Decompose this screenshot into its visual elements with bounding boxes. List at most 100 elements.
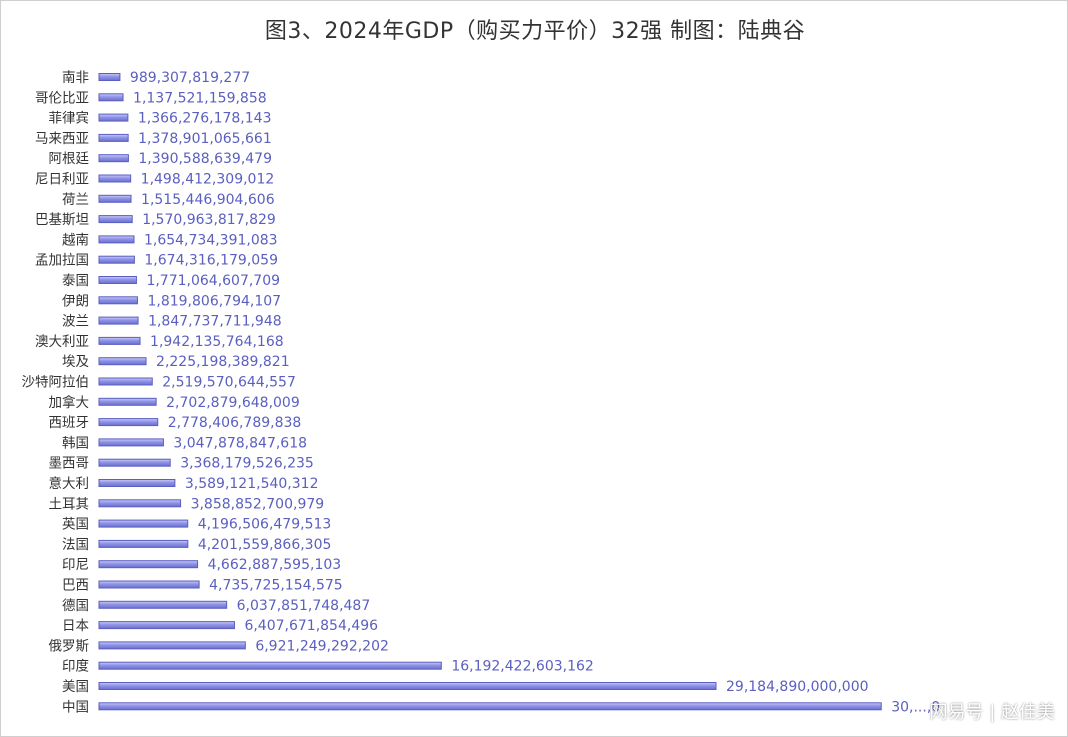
bar <box>98 682 717 690</box>
bar <box>98 174 132 183</box>
bar <box>98 377 153 386</box>
category-label: 日本 <box>62 618 89 634</box>
bar <box>98 215 133 224</box>
bar <box>98 519 189 528</box>
category-label: 菲律宾 <box>49 111 90 127</box>
category-label: 沙特阿拉伯 <box>22 375 90 391</box>
category-label: 澳大利亚 <box>35 334 89 350</box>
category-label: 英国 <box>62 516 89 533</box>
bar <box>98 73 121 81</box>
value-label: 1,515,446,904,606 <box>141 192 275 208</box>
value-label: 3,047,878,847,618 <box>173 435 307 451</box>
category-label: 印尼 <box>62 557 89 573</box>
watermark: 网易号 | 赵佳美 <box>929 702 1055 723</box>
category-label: 俄罗斯 <box>49 638 90 654</box>
bar <box>98 357 147 366</box>
category-label: 土耳其 <box>49 496 90 512</box>
bar <box>98 438 164 447</box>
value-label: 1,498,412,309,012 <box>141 172 275 188</box>
bar <box>98 458 171 467</box>
value-label: 1,847,737,711,948 <box>148 314 282 330</box>
value-label: 1,942,135,764,168 <box>150 334 284 350</box>
value-label: 2,519,570,644,557 <box>162 375 296 391</box>
bar <box>98 580 200 589</box>
value-label: 4,196,506,479,513 <box>198 517 332 533</box>
value-label: 16,192,422,603,162 <box>451 659 594 675</box>
value-label: 4,662,887,595,103 <box>208 557 342 573</box>
bar <box>98 113 129 122</box>
bar <box>98 93 124 102</box>
value-label: 4,735,725,154,575 <box>209 578 343 594</box>
value-label: 1,674,316,179,059 <box>144 253 278 269</box>
bar <box>98 499 182 508</box>
category-label: 越南 <box>62 232 89 248</box>
value-label: 3,368,179,526,235 <box>180 456 314 472</box>
value-label: 6,037,851,748,487 <box>237 598 371 614</box>
category-label: 巴西 <box>62 578 89 594</box>
category-label: 韩国 <box>62 435 89 451</box>
category-label: 印度 <box>62 659 89 675</box>
value-label: 1,366,276,178,143 <box>138 111 272 127</box>
category-label: 尼日利亚 <box>35 172 89 188</box>
bar <box>98 154 129 163</box>
category-label: 美国 <box>62 679 89 695</box>
value-label: 1,819,806,794,107 <box>147 293 281 309</box>
bar <box>98 479 176 487</box>
bar <box>98 336 141 345</box>
bar <box>98 661 442 670</box>
value-label: 6,921,249,292,202 <box>255 638 389 654</box>
category-label: 中国 <box>62 699 89 715</box>
category-label: 法国 <box>62 537 89 553</box>
value-label: 1,654,734,391,083 <box>144 232 278 248</box>
category-label: 西班牙 <box>49 415 90 431</box>
category-label: 意大利 <box>49 475 90 492</box>
chart-title: 图3、2024年GDP（购买力平价）32强 制图：陆典谷 <box>264 19 806 44</box>
bar <box>98 235 135 244</box>
bar <box>98 600 228 609</box>
category-label: 马来西亚 <box>35 131 89 147</box>
category-label: 哥伦比亚 <box>35 90 89 106</box>
category-label: 波兰 <box>62 314 89 330</box>
value-label: 3,858,852,700,979 <box>191 496 325 512</box>
bar <box>98 397 157 406</box>
category-label: 南非 <box>62 70 89 86</box>
category-label: 伊朗 <box>62 293 89 309</box>
bar <box>98 194 132 203</box>
category-label: 巴基斯坦 <box>35 211 89 228</box>
bar <box>98 133 129 142</box>
value-label: 2,225,198,389,821 <box>156 354 290 370</box>
value-label: 29,184,890,000,000 <box>726 679 869 695</box>
bar <box>98 418 159 427</box>
value-label: 6,407,671,854,496 <box>244 618 378 634</box>
category-label: 阿根廷 <box>49 151 90 167</box>
value-label: 1,378,901,065,661 <box>138 131 272 147</box>
value-label: 2,702,879,648,009 <box>166 395 300 411</box>
bar <box>98 316 139 325</box>
category-label: 德国 <box>62 598 89 614</box>
bar <box>98 539 189 548</box>
value-label: 1,570,963,817,829 <box>142 212 276 228</box>
bar <box>98 276 137 284</box>
bar <box>98 621 235 630</box>
bar <box>98 560 199 569</box>
category-label: 泰国 <box>62 273 89 289</box>
bar <box>98 296 138 305</box>
value-label: 30,...,0 <box>891 699 940 715</box>
value-label: 1,771,064,607,709 <box>146 273 280 289</box>
category-label: 加拿大 <box>49 394 90 411</box>
category-label: 埃及 <box>62 354 89 370</box>
value-label: 989,307,819,277 <box>130 70 250 86</box>
category-label: 墨西哥 <box>49 456 90 472</box>
value-label: 1,390,588,639,479 <box>138 151 272 167</box>
bar <box>98 641 246 650</box>
bar <box>98 255 135 264</box>
category-label: 荷兰 <box>62 192 89 208</box>
value-label: 3,589,121,540,312 <box>185 476 319 492</box>
bar <box>98 702 882 711</box>
bars-layer: 南非 989,307,819,277 哥伦比亚 1,137,521,159,858 菲律… <box>22 70 941 715</box>
value-label: 1,137,521,159,858 <box>133 90 267 106</box>
value-label: 2,778,406,789,838 <box>168 415 302 431</box>
value-label: 4,201,559,866,305 <box>198 537 332 553</box>
